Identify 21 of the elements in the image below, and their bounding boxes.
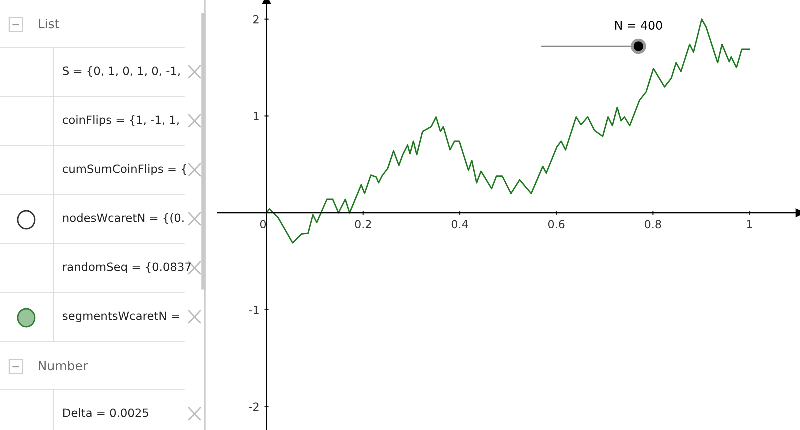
text: S = {0, 1, 0, 1, 0, -1,	[63, 66, 180, 77]
text: coinFlips = {1, -1, 1,	[63, 115, 179, 127]
text: Delta = 0.0025	[64, 408, 148, 418]
x-tick-label: 1	[747, 220, 752, 228]
y-tick-label: 1	[254, 112, 259, 120]
text: nodesWcaretN = {(0.	[63, 213, 184, 224]
y-tick-label: -2	[249, 402, 259, 411]
text: segmentsWcaretN =	[63, 312, 180, 323]
y-tick-label: 2	[254, 15, 259, 24]
x-tick-label: 0.8	[645, 220, 662, 229]
x-tick-label: 0.2	[355, 220, 372, 229]
text: List	[39, 18, 60, 29]
annotation: N = 400	[615, 21, 662, 30]
x-tick-label: 0	[260, 220, 266, 229]
line-series	[266, 18, 750, 244]
y-tick-label: -1	[249, 306, 259, 314]
x-tick-label: 0.6	[548, 220, 565, 229]
text: randomSeq = {0.0837	[63, 262, 191, 274]
text: Number	[39, 360, 88, 371]
text: cumSumCoinFlips = {	[63, 164, 186, 176]
x-tick-label: 0.4	[452, 220, 468, 229]
